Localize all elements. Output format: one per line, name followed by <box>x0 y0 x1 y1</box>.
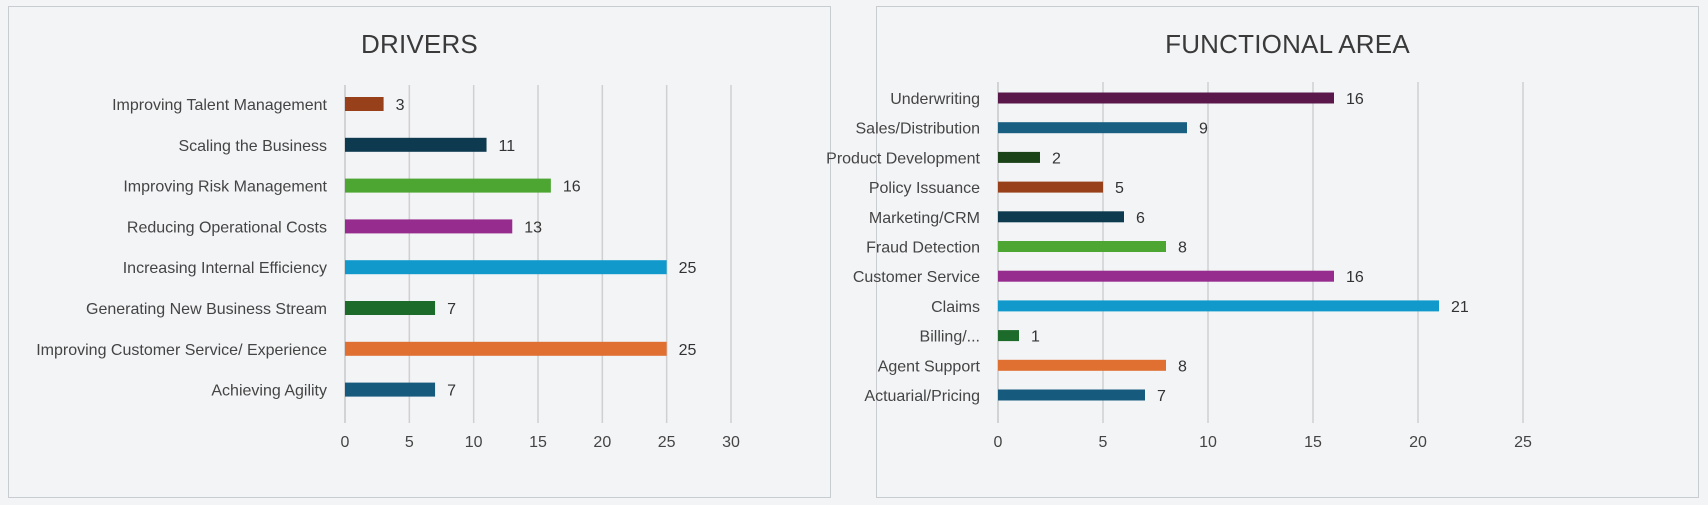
bar <box>998 300 1439 312</box>
category-label: Product Development <box>826 150 980 167</box>
category-label: Actuarial/Pricing <box>864 388 980 405</box>
x-tick-label: 25 <box>658 434 676 451</box>
category-label: Improving Customer Service/ Experience <box>36 342 327 359</box>
bar <box>998 92 1334 104</box>
x-tick-label: 30 <box>722 434 740 451</box>
data-label: 16 <box>563 179 581 196</box>
x-tick-label: 5 <box>1099 434 1108 451</box>
drivers-chart-panel: DRIVERS 0 5 10 15 20 25 30 Improving Talent Man… <box>8 6 831 498</box>
data-label: 3 <box>396 97 405 114</box>
data-label: 11 <box>499 138 516 155</box>
category-label: Policy Issuance <box>869 180 980 197</box>
data-label: 5 <box>1115 180 1124 197</box>
bar <box>345 382 436 397</box>
data-label: 8 <box>1178 358 1187 375</box>
data-label: 7 <box>1157 388 1166 405</box>
bar <box>998 151 1040 163</box>
data-label: 25 <box>679 260 697 277</box>
data-label: 1 <box>1031 329 1040 346</box>
x-tick-label: 10 <box>465 434 483 451</box>
data-label: 13 <box>524 219 542 236</box>
data-label: 8 <box>1178 240 1187 257</box>
bar <box>998 359 1166 371</box>
bar <box>345 219 513 234</box>
bar <box>998 270 1334 282</box>
category-label: Claims <box>931 299 980 316</box>
bar <box>345 137 487 152</box>
functional-area-chart-panel: FUNCTIONAL AREA 0 5 10 15 20 25 Underwriting 16… <box>826 6 1699 498</box>
category-label: Agent Support <box>878 358 981 375</box>
data-label: 16 <box>1346 91 1364 108</box>
data-label: 7 <box>447 383 456 400</box>
bar <box>998 211 1124 223</box>
x-tick-label: 0 <box>994 434 1003 451</box>
x-tick-label: 5 <box>405 434 414 451</box>
category-label: Marketing/CRM <box>869 210 980 227</box>
x-tick-label: 20 <box>1409 434 1427 451</box>
category-label: Billing/... <box>920 329 980 346</box>
data-label: 7 <box>447 301 456 318</box>
data-label: 21 <box>1451 299 1469 316</box>
category-label: Generating New Business Stream <box>86 301 327 318</box>
drivers-bar-chart: 0 5 10 15 20 25 30 Improving Talent Management 3… <box>36 85 740 451</box>
category-label: Underwriting <box>890 91 980 108</box>
category-label: Scaling the Business <box>178 138 327 155</box>
data-label: 2 <box>1052 150 1061 167</box>
data-label: 6 <box>1136 210 1145 227</box>
bar <box>345 97 384 111</box>
category-label: Reducing Operational Costs <box>127 219 327 236</box>
data-label: 25 <box>679 342 697 359</box>
x-tick-label: 10 <box>1199 434 1217 451</box>
category-label: Achieving Agility <box>211 383 327 400</box>
category-label: Sales/Distribution <box>856 121 981 138</box>
bar <box>998 241 1166 252</box>
bar <box>998 330 1019 342</box>
category-label: Improving Risk Management <box>123 179 327 196</box>
x-tick-label: 0 <box>341 434 350 451</box>
bar <box>345 301 436 315</box>
bar <box>998 122 1187 134</box>
bar <box>998 181 1103 193</box>
functional-area-chart-title: FUNCTIONAL AREA <box>1165 29 1410 59</box>
x-tick-label: 15 <box>529 434 547 451</box>
category-label: Increasing Internal Efficiency <box>123 260 327 277</box>
category-label: Fraud Detection <box>866 240 980 257</box>
x-tick-label: 15 <box>1304 434 1322 451</box>
category-label: Improving Talent Management <box>112 97 327 114</box>
bar <box>998 389 1145 401</box>
bar <box>345 178 551 193</box>
drivers-chart-title: DRIVERS <box>361 29 478 59</box>
x-tick-label: 25 <box>1514 434 1532 451</box>
category-label: Customer Service <box>853 269 980 286</box>
bar <box>345 260 667 275</box>
bar <box>345 341 667 356</box>
data-label: 16 <box>1346 269 1364 286</box>
data-label: 9 <box>1199 121 1208 138</box>
x-tick-label: 20 <box>593 434 611 451</box>
